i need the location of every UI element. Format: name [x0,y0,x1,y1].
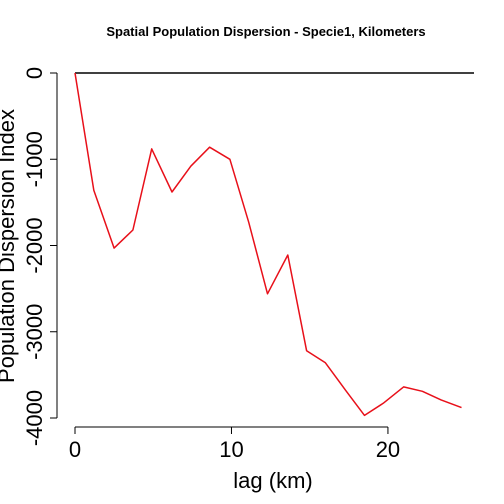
y-axis: 0 -1000 -2000 -3000 -4000 [22,67,58,446]
x-tick-label: 20 [376,437,400,462]
y-tick-label: -4000 [22,390,47,446]
y-tick-label: -2000 [22,217,47,273]
series-line [74,72,462,417]
x-axis: 0 10 20 [69,426,400,462]
y-tick-label: -3000 [22,304,47,360]
y-tick-label: -1000 [22,131,47,187]
chart-title: Spatial Population Dispersion - Specie1,… [106,24,425,39]
series-group [74,72,462,417]
x-tick-label: 0 [69,437,81,462]
x-tick-label: 10 [219,437,243,462]
y-tick-label: 0 [22,67,47,79]
y-axis-label: Population Dispersion Index [0,109,19,383]
x-axis-label: lag (km) [233,468,312,493]
